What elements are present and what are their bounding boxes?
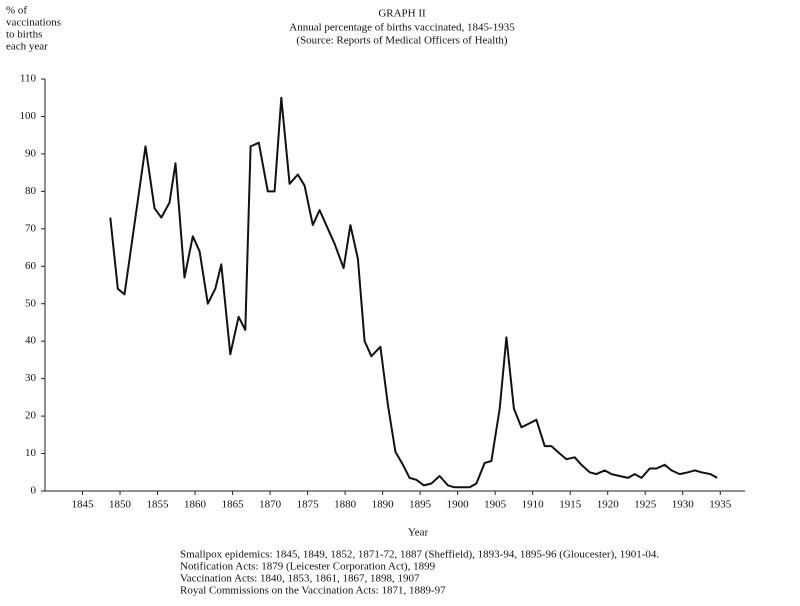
x-tick-label: 1930: [672, 499, 695, 511]
x-tick-label: 1900: [447, 499, 470, 511]
y-tick-label: 50: [25, 297, 37, 309]
y-axis-label: to births: [6, 29, 42, 41]
y-tick-label: 30: [25, 372, 37, 384]
note: Notification Acts: 1879 (Leicester Corpo…: [180, 561, 436, 573]
y-tick-label: 60: [25, 260, 37, 272]
x-tick-label: 1860: [184, 499, 207, 511]
y-tick-label: 110: [20, 73, 37, 85]
x-tick-label: 1875: [297, 499, 320, 511]
x-tick-label: 1865: [222, 499, 245, 511]
y-tick-label: 0: [31, 485, 37, 497]
x-tick-label: 1905: [484, 499, 507, 511]
note: Smallpox epidemics: 1845, 1849, 1852, 18…: [180, 549, 659, 561]
x-tick-label: 1895: [409, 499, 432, 511]
y-tick-label: 20: [25, 410, 37, 422]
y-axis-label: each year: [6, 41, 48, 53]
x-tick-label: 1920: [597, 499, 620, 511]
x-tick-label: 1880: [334, 499, 357, 511]
x-tick-label: 1910: [522, 499, 545, 511]
x-tick-label: 1915: [559, 499, 582, 511]
chart-source: (Source: Reports of Medical Officers of …: [296, 35, 508, 47]
y-tick-label: 100: [20, 110, 37, 122]
x-tick-label: 1890: [372, 499, 395, 511]
note: Vaccination Acts: 1840, 1853, 1861, 1867…: [180, 573, 420, 585]
x-tick-label: 1870: [259, 499, 282, 511]
x-tick-label: 1855: [147, 499, 170, 511]
x-tick-label: 1850: [109, 499, 132, 511]
y-axis-label: % of: [6, 5, 27, 17]
y-tick-label: 10: [25, 447, 37, 459]
chart-subtitle: Annual percentage of births vaccinated, …: [289, 22, 515, 34]
y-axis-label: vaccinations: [6, 17, 61, 29]
x-axis-label: Year: [408, 527, 429, 539]
chart-title: GRAPH II: [378, 8, 426, 20]
x-tick-label: 1935: [709, 499, 732, 511]
y-tick-label: 80: [25, 185, 37, 197]
data-line: [109, 96, 718, 489]
x-tick-label: 1845: [72, 499, 95, 511]
y-tick-label: 40: [25, 335, 37, 347]
note: Royal Commissions on the Vaccination Act…: [180, 585, 446, 597]
y-tick-label: 90: [25, 147, 37, 159]
y-tick-label: 70: [25, 222, 37, 234]
x-tick-label: 1925: [634, 499, 657, 511]
